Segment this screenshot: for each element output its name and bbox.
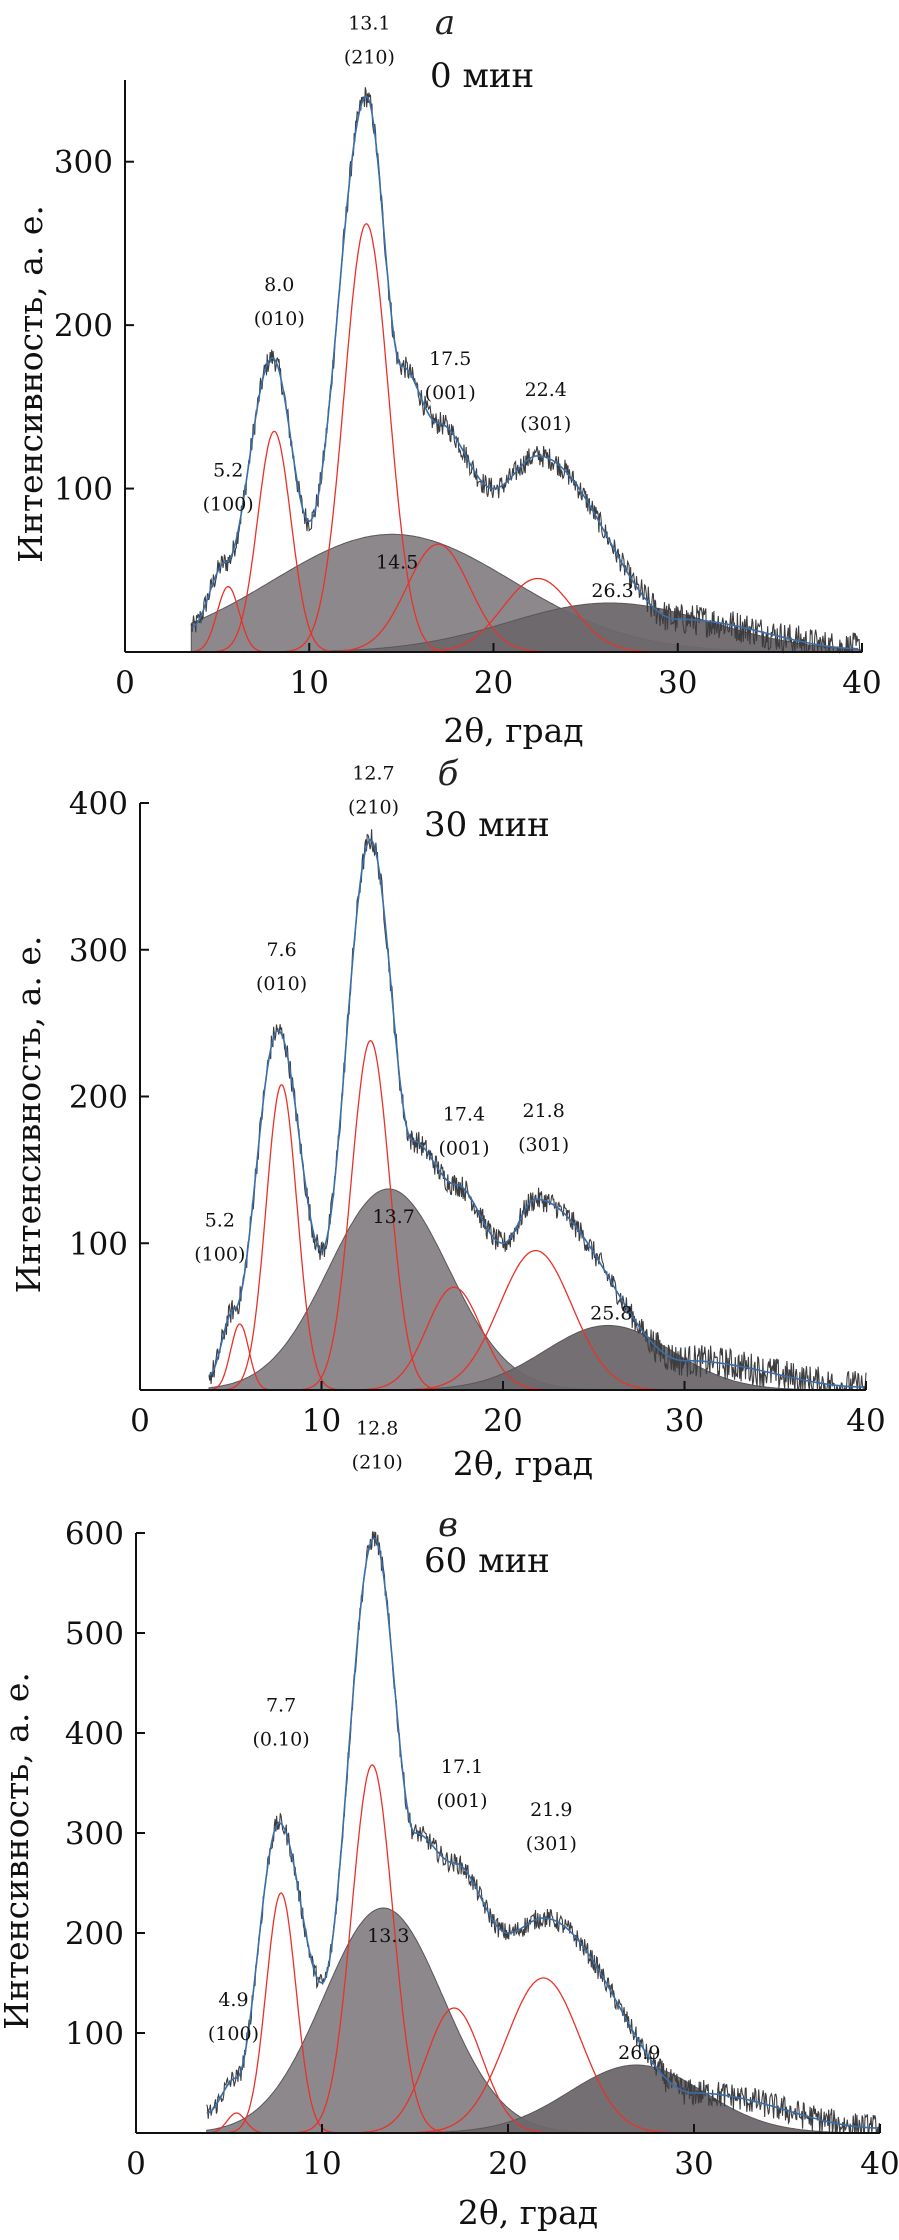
gray-component-2 (354, 1324, 863, 1391)
gray-component-2 (368, 2064, 881, 2134)
y-tick-label: 200 (65, 1916, 124, 1952)
peak-hkl-label: (301) (520, 413, 571, 435)
peak-position-label: 17.5 (429, 348, 471, 370)
x-tick-label: 30 (658, 665, 697, 701)
peak-position-label: 4.9 (218, 1989, 248, 2011)
x-axis-title: 2θ, град (453, 1444, 593, 1483)
gray-component-label: 14.5 (376, 551, 418, 573)
panel-letter: в (438, 1505, 458, 1545)
red-component-4 (331, 1286, 576, 1391)
y-axis-title: Интенсивность, а. е. (0, 1672, 36, 2030)
red-component-4 (297, 543, 579, 653)
y-tick-label: 400 (65, 1716, 124, 1752)
peak-hkl-label: (100) (208, 2023, 259, 2045)
fit-envelope-line (206, 1536, 879, 2129)
y-tick-label: 400 (69, 786, 128, 822)
x-tick-label: 0 (126, 2146, 146, 2182)
peak-hkl-label: (100) (194, 1244, 245, 1266)
red-component-3 (280, 1764, 464, 2134)
peak-position-label: 21.8 (523, 1100, 565, 1122)
peak-position-label: 7.6 (266, 939, 296, 961)
x-tick-label: 20 (474, 665, 513, 701)
gray-component-label: 13.3 (367, 1925, 409, 1947)
x-axis-title: 2θ, град (458, 2193, 598, 2232)
peak-hkl-label: (001) (425, 382, 476, 404)
y-axis-title: Интенсивность, а. е. (9, 936, 48, 1294)
peak-hkl-label: (210) (348, 797, 399, 819)
peak-hkl-label: (0.10) (253, 1729, 310, 1751)
x-tick-label: 40 (842, 665, 881, 701)
x-axis-title: 2θ, град (443, 711, 583, 750)
x-tick-label: 10 (302, 1403, 341, 1439)
y-tick-label: 200 (69, 1080, 128, 1116)
gray-component-label: 25.8 (590, 1302, 632, 1324)
x-tick-label: 0 (130, 1403, 150, 1439)
y-axis-title: Интенсивность, а. е. (11, 205, 50, 563)
peak-position-label: 21.9 (530, 1799, 572, 1821)
time-label: 60 мин (424, 1541, 550, 1581)
x-tick-label: 10 (302, 2146, 341, 2182)
red-component-2 (214, 1892, 348, 2134)
x-tick-label: 30 (665, 1403, 704, 1439)
x-tick-label: 40 (846, 1403, 885, 1439)
peak-hkl-label: (010) (256, 973, 307, 995)
y-tick-label: 300 (54, 145, 113, 181)
y-tick-label: 100 (54, 472, 113, 508)
y-tick-label: 200 (54, 308, 113, 344)
gray-component-label: 26.9 (618, 2042, 660, 2064)
red-component-4 (328, 2007, 579, 2134)
peak-position-label: 5.2 (213, 459, 243, 481)
red-component-2 (212, 1084, 351, 1391)
x-tick-label: 0 (115, 665, 135, 701)
peak-hkl-label: (001) (438, 1137, 489, 1159)
y-tick-label: 300 (65, 1816, 124, 1852)
peak-hkl-label: (010) (254, 308, 305, 330)
y-tick-label: 300 (69, 933, 128, 969)
red-component-3 (284, 1040, 456, 1391)
fit-envelope-line (191, 95, 859, 650)
red-component-2 (199, 430, 348, 653)
chart-panel-3: 0 10 20 30 40 100 200 300 400 500 600 2θ, град Интен… (0, 1417, 899, 2232)
y-tick-label: 500 (65, 1616, 124, 1652)
fit-envelope-line (208, 838, 865, 1388)
time-label: 30 мин (424, 805, 550, 845)
peak-position-label: 8.0 (264, 274, 294, 296)
x-tick-label: 20 (488, 2146, 527, 2182)
peak-position-label: 5.2 (205, 1210, 235, 1232)
panel-letter: б (438, 754, 459, 794)
experimental-data-line (190, 87, 861, 655)
peak-position-label: 22.4 (525, 379, 567, 401)
red-component-3 (266, 223, 465, 653)
peak-hkl-label: (100) (203, 493, 254, 515)
peak-hkl-label: (210) (344, 46, 395, 68)
peak-hkl-label: (210) (352, 1451, 403, 1473)
chart-panel-1: 0 10 20 30 40 100 200 300 2θ, град Интенсивность,… (11, 3, 882, 750)
peak-hkl-label: (001) (437, 1790, 488, 1812)
red-component-5 (375, 1977, 710, 2134)
y-tick-label: 600 (65, 1516, 124, 1552)
experimental-data-line (208, 829, 867, 1391)
x-tick-label: 30 (674, 2146, 713, 2182)
peak-position-label: 17.1 (441, 1756, 483, 1778)
peak-position-label: 13.1 (348, 12, 390, 34)
x-tick-label: 20 (483, 1403, 522, 1439)
red-component-5 (372, 1249, 699, 1391)
peak-position-label: 17.4 (443, 1103, 485, 1125)
peak-position-label: 12.7 (352, 763, 394, 785)
y-tick-label: 100 (65, 2016, 124, 2052)
x-tick-label: 10 (290, 665, 329, 701)
gray-component-label: 26.3 (591, 580, 633, 602)
peak-position-label: 12.8 (356, 1417, 398, 1439)
time-label: 0 мин (430, 56, 534, 96)
x-tick-label: 40 (860, 2146, 899, 2182)
gray-component-label: 13.7 (372, 1206, 414, 1228)
peak-hkl-label: (301) (526, 1833, 577, 1855)
panel-letter: а (435, 3, 455, 43)
peak-hkl-label: (301) (518, 1134, 569, 1156)
peak-position-label: 7.7 (266, 1695, 296, 1717)
y-tick-label: 100 (69, 1226, 128, 1262)
chart-panel-2: 0 10 20 30 40 100 200 300 400 2θ, град Интенсивнос… (9, 754, 886, 1483)
